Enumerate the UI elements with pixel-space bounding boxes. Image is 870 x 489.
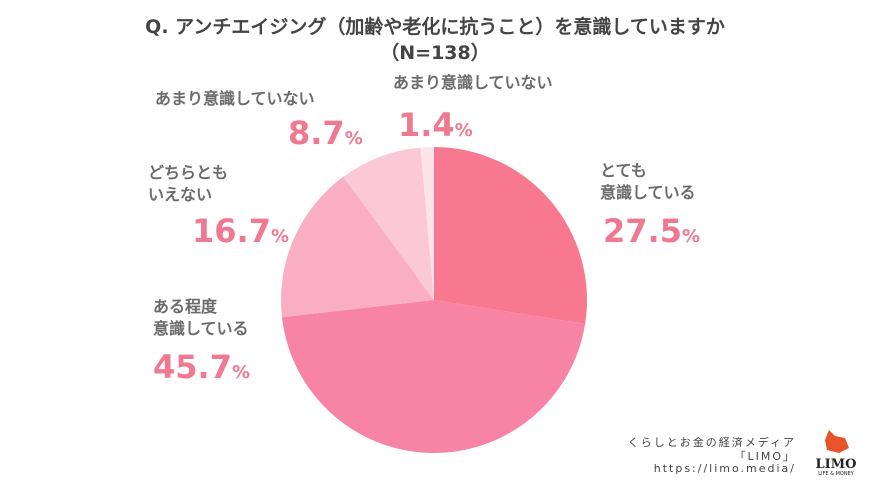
chart-title: Q. アンチエイジング（加齢や老化に抗うこと）を意識していますか [145,16,725,38]
label-2: どちらとも いえない [148,163,229,204]
pie-slice-3 [343,147,434,300]
label-1: ある程度 意識している [153,297,249,338]
pct-1: 45.7% [153,348,250,386]
credit-tagline: くらしとお金の経済メディア [627,436,796,449]
pct-0: 27.5% [603,212,700,250]
pct-2: 16.7% [192,212,289,250]
label-4: あまり意識していない [393,73,553,92]
fox-icon [825,430,849,453]
label-0: とても 意識している [600,161,696,202]
limo-logo: LIMO LIFE & MONEY [810,428,862,477]
chart-subtitle: （N=138） [380,42,490,64]
pie-slice-0 [434,147,587,324]
pct-4: 1.4% [398,106,473,144]
pie-slice-1 [281,300,586,454]
pct-3: 8.7% [288,114,363,152]
credit-brand: 「LIMO」 [734,450,796,463]
pie-slice-2 [281,176,434,318]
pie-slice-4 [420,147,434,300]
credit-url[interactable]: https://limo.media/ [653,462,796,475]
label-3: あまり意識していない [155,89,315,108]
